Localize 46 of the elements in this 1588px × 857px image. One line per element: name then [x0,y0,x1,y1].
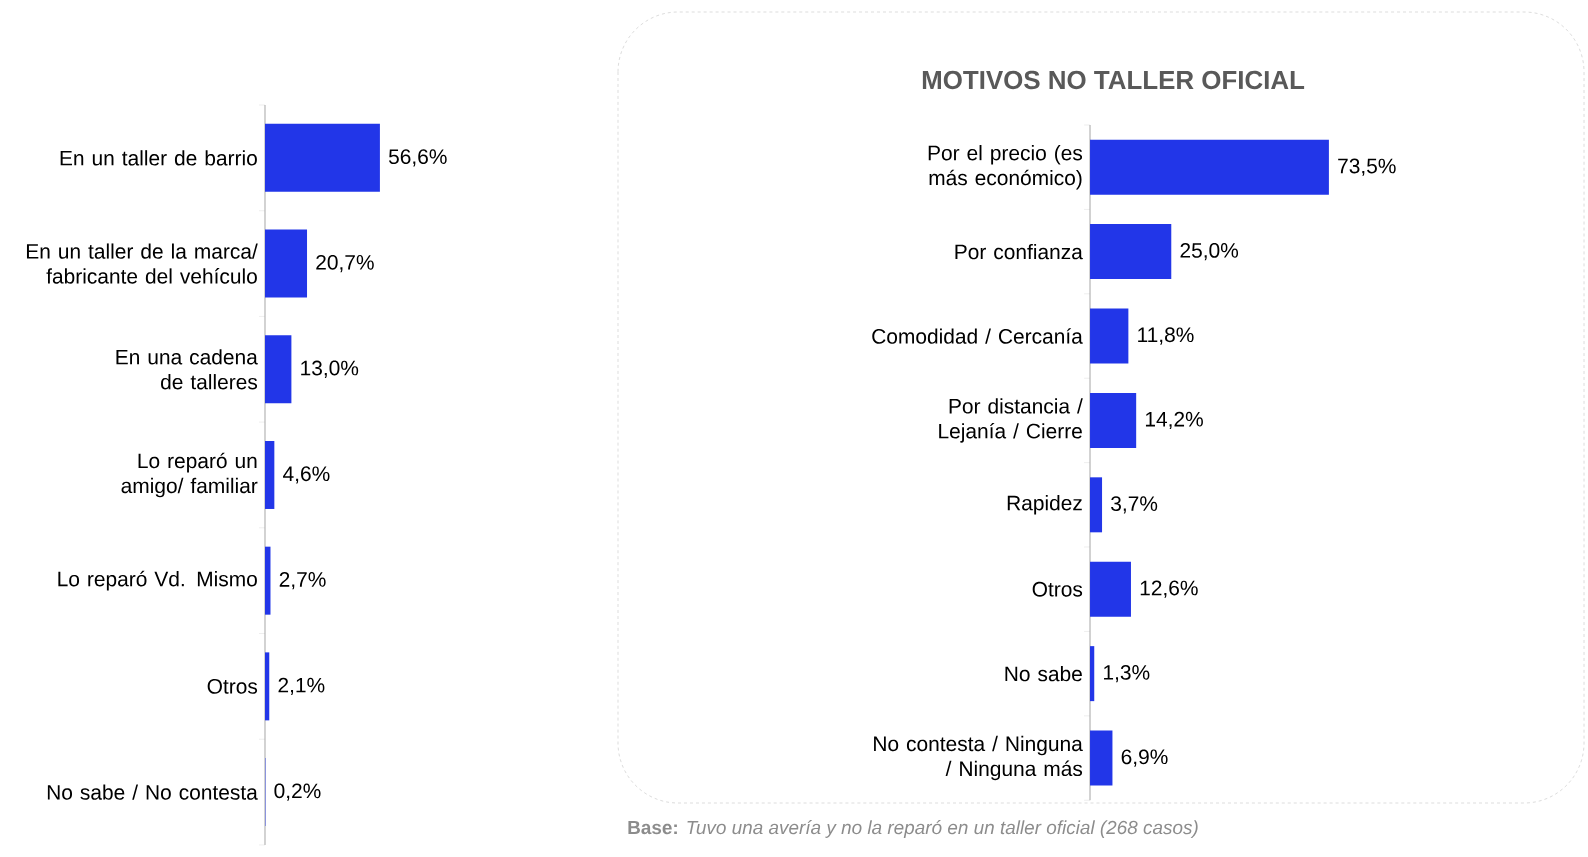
data-label: 14,2% [1145,411,1203,430]
bar [265,335,292,404]
y-tick-label: No sabe [1005,665,1082,682]
data-label: 25,0% [1180,242,1239,261]
y-tick-label: No sabe / No contesta [47,784,258,800]
y-tick-label: Por el precio (es más económico) [928,145,1083,190]
text: Base: Tuvo una avería y no la reparó en un taller oficial (268 casos) [628,820,1198,838]
bar [265,440,275,509]
data-label: 4,6% [283,466,330,484]
data-label: 11,8% [1138,327,1194,345]
data-label: 56,6% [388,149,447,167]
y-tick-label: Comodidad / Cercanía [872,328,1083,344]
y-tick-label: Otros [1032,581,1083,597]
bar [1090,561,1131,617]
bar [1090,392,1137,448]
data-label: 1,3% [1104,664,1150,683]
data-label: 0,2% [274,783,321,801]
data-label: 73,5% [1338,158,1396,176]
y-tick-label: En una cadena de talleres [116,349,258,390]
data-label: 3,7% [1111,496,1158,514]
bar [1090,730,1113,786]
y-tick-label: No contesta / Ninguna / Ninguna más [874,735,1083,781]
data-label: 20,7% [316,254,374,273]
y-tick-label: En un taller de la marca/ fabricante del vehículo [26,243,258,284]
bar [265,229,308,298]
data-label: 2,1% [278,677,325,696]
y-tick-label: Otros [207,678,258,694]
data-label: 12,6% [1140,580,1198,598]
bar [1090,139,1329,195]
data-label: 2,7% [279,572,326,590]
y-tick-label: En un taller de barrio [60,150,257,166]
bar [1090,477,1103,533]
bar [1090,308,1129,364]
data-label: 13,0% [301,360,359,378]
y-tick-label: Rapidez [1007,495,1082,515]
bar [1090,224,1172,280]
y-tick-label: Lo reparó Vd. Mismo [58,570,257,591]
bar [1090,646,1095,702]
y-tick-label: Por confianza [955,243,1083,260]
chart-title: MOTIVOS NO TALLER OFICIAL [922,70,1305,90]
bar [265,546,271,615]
y-tick-label: Por distancia / Lejanía / Cierre [939,398,1083,443]
bar [265,123,380,192]
bar [265,652,270,721]
y-tick-label: Lo reparó un amigo/ familiar [121,452,258,498]
data-label: 6,9% [1121,749,1168,767]
